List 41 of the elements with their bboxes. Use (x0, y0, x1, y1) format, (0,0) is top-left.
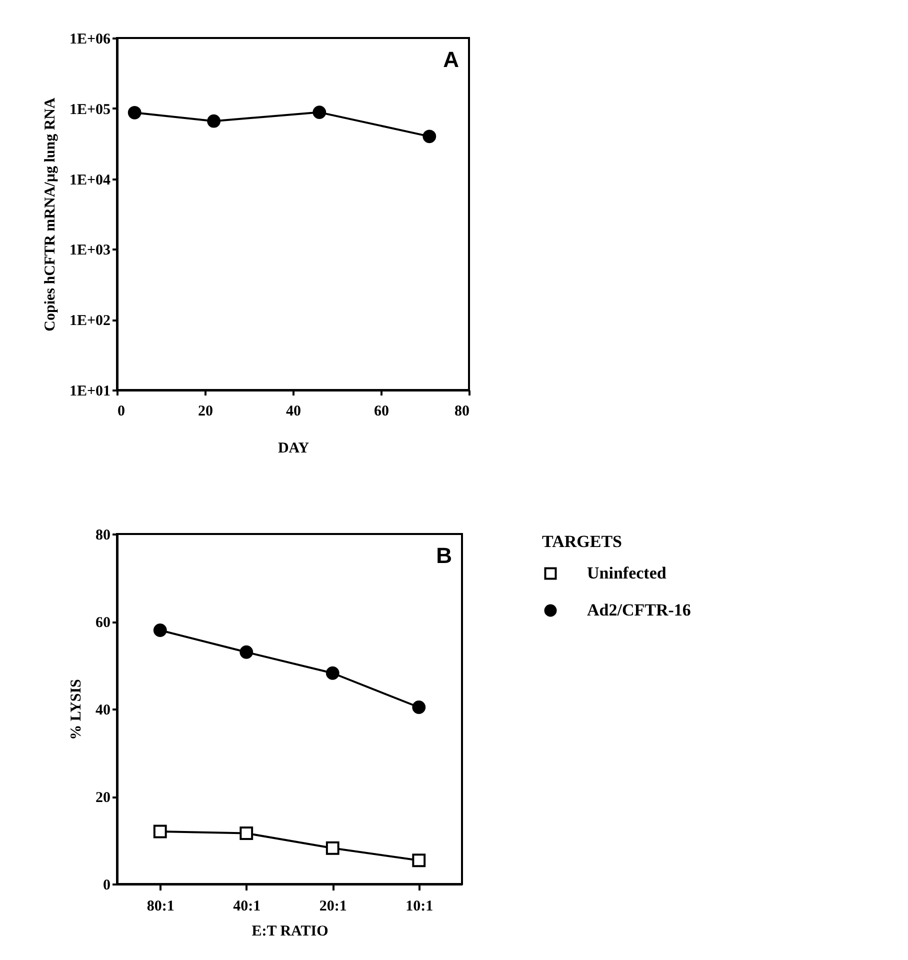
point (326, 666, 340, 680)
x-tick-label: 60 (374, 404, 389, 420)
x-tick-label: 0 (118, 404, 125, 420)
x-tick-label: 20 (198, 404, 213, 420)
x-tick-label: 80 (454, 404, 470, 420)
y-tick-label: 1E+06 (69, 32, 111, 48)
point (128, 106, 142, 120)
x-tick-label: 80:1 (146, 898, 174, 914)
legend-label: Uninfected (587, 564, 667, 582)
y-tick-label: 1E+03 (69, 242, 110, 259)
point (412, 854, 426, 868)
y-tick-label: 1E+05 (69, 102, 110, 118)
y-tick-label: 80 (96, 528, 110, 544)
x-tick-label: 10:1 (406, 898, 434, 914)
y-tick-label: 1E+02 (69, 313, 110, 330)
legend-label: Ad2/CFTR-16 (587, 600, 691, 620)
x-axis-title: E:T RATIO (252, 924, 328, 940)
x-tick-label: 40 (286, 404, 301, 420)
point (422, 130, 436, 144)
annotation: A (443, 47, 460, 72)
point (240, 826, 254, 840)
legend-title: TARGETS (542, 532, 622, 551)
x-tick-label: 40:1 (233, 898, 261, 914)
y-tick-label: 1E+01 (69, 384, 110, 400)
y-tick-label: 40 (96, 702, 110, 718)
point (153, 624, 167, 637)
y-tick-label: 0 (103, 878, 110, 894)
y-axis-title: Copies hCFTR mRNA/µg lung RNA (42, 98, 58, 332)
y-axis-title: % LYSIS (68, 679, 84, 740)
x-tick-label: 20:1 (319, 898, 347, 914)
x-axis-title: DAY (278, 440, 310, 456)
point (312, 106, 326, 119)
y-tick-label: 1E+04 (69, 172, 111, 188)
point (240, 645, 254, 659)
point (153, 824, 167, 838)
y-tick-label: 20 (96, 790, 110, 806)
point (412, 700, 426, 714)
y-tick-label: 60 (96, 615, 110, 631)
point (326, 841, 340, 855)
annotation: B (436, 543, 452, 568)
point (207, 114, 220, 128)
